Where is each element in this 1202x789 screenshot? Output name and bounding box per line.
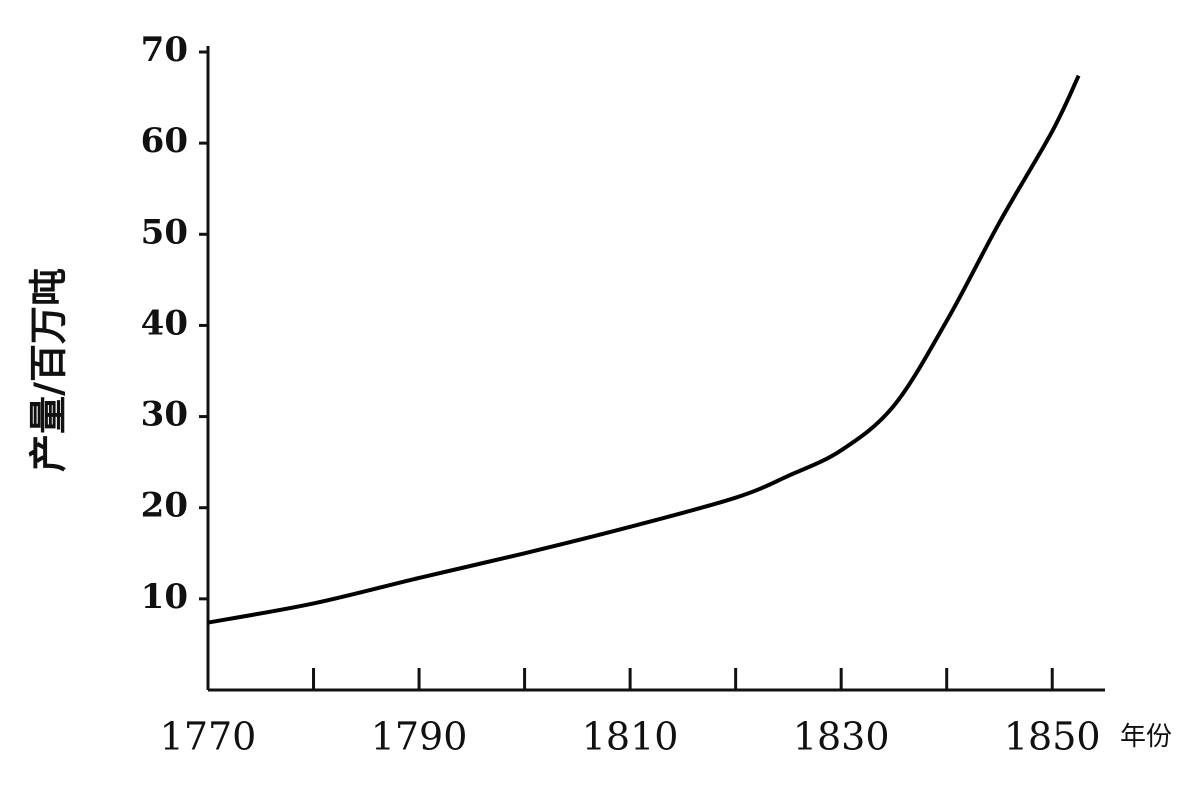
x-tick-label: 1810 — [582, 715, 679, 759]
y-tick-label: 20 — [141, 486, 188, 526]
x-tick-label: 1830 — [793, 715, 890, 759]
y-axis-title: 产量/百万吨 — [26, 268, 71, 472]
line — [207, 74, 1081, 625]
y-tick-label: 30 — [141, 395, 188, 435]
y-tick-label: 60 — [141, 121, 188, 161]
x-tick-label: 1850 — [1004, 715, 1101, 759]
x-axis-title: 年份 — [1120, 722, 1172, 752]
y-tick-label: 10 — [141, 577, 188, 617]
y-tick-label: 50 — [141, 212, 188, 252]
x-tick-label: 1770 — [160, 715, 257, 759]
y-tick-label: 70 — [141, 30, 188, 70]
y-tick-label: 40 — [141, 303, 188, 343]
x-tick-label: 1790 — [371, 715, 468, 759]
